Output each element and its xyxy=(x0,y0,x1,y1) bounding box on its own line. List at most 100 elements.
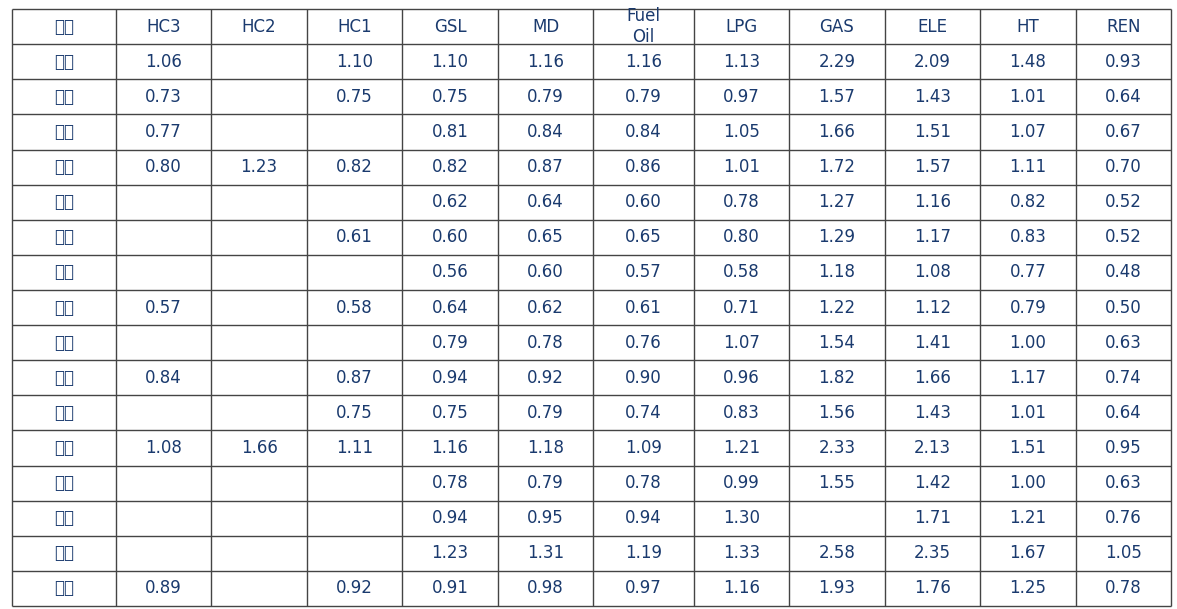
Text: 0.80: 0.80 xyxy=(145,158,182,176)
Text: 0.92: 0.92 xyxy=(337,579,373,597)
Text: ELE: ELE xyxy=(917,18,947,36)
Text: 울산: 울산 xyxy=(54,369,74,387)
Text: MD: MD xyxy=(532,18,559,36)
Text: 1.09: 1.09 xyxy=(625,439,661,457)
Text: 2.35: 2.35 xyxy=(913,544,951,562)
Text: 1.57: 1.57 xyxy=(818,88,856,106)
Text: 0.78: 0.78 xyxy=(625,474,661,492)
Text: 0.79: 0.79 xyxy=(432,334,468,351)
Text: 0.89: 0.89 xyxy=(145,579,182,597)
Text: 0.79: 0.79 xyxy=(527,474,564,492)
Text: 0.84: 0.84 xyxy=(145,369,182,387)
Text: 1.51: 1.51 xyxy=(1010,439,1046,457)
Text: HT: HT xyxy=(1017,18,1039,36)
Text: 0.75: 0.75 xyxy=(432,88,468,106)
Text: 1.23: 1.23 xyxy=(432,544,468,562)
Text: 1.17: 1.17 xyxy=(913,228,951,246)
Text: 0.74: 0.74 xyxy=(625,404,661,422)
Text: 경북: 경북 xyxy=(54,158,74,176)
Text: 1.41: 1.41 xyxy=(913,334,951,351)
Text: 대전: 대전 xyxy=(54,264,74,281)
Text: 1.33: 1.33 xyxy=(723,544,760,562)
Text: 1.66: 1.66 xyxy=(240,439,278,457)
Text: 1.22: 1.22 xyxy=(818,298,856,317)
Text: GAS: GAS xyxy=(819,18,855,36)
Text: 전북: 전북 xyxy=(54,474,74,492)
Text: 1.13: 1.13 xyxy=(723,53,760,71)
Text: 1.16: 1.16 xyxy=(432,439,468,457)
Text: 1.00: 1.00 xyxy=(1010,474,1046,492)
Text: 1.05: 1.05 xyxy=(723,123,760,141)
Text: HC1: HC1 xyxy=(338,18,372,36)
Text: 0.60: 0.60 xyxy=(527,264,564,281)
Text: 0.71: 0.71 xyxy=(723,298,760,317)
Text: 0.81: 0.81 xyxy=(432,123,468,141)
Text: 0.78: 0.78 xyxy=(527,334,564,351)
Text: 1.27: 1.27 xyxy=(818,193,856,211)
Text: 0.79: 0.79 xyxy=(1010,298,1046,317)
Text: 0.58: 0.58 xyxy=(337,298,373,317)
Text: 0.61: 0.61 xyxy=(625,298,661,317)
Text: 0.60: 0.60 xyxy=(625,193,661,211)
Text: 전남: 전남 xyxy=(54,439,74,457)
Text: HC2: HC2 xyxy=(241,18,277,36)
Text: 경남: 경남 xyxy=(54,123,74,141)
Text: 1.66: 1.66 xyxy=(915,369,951,387)
Text: 1.16: 1.16 xyxy=(913,193,951,211)
Text: 0.70: 0.70 xyxy=(1105,158,1142,176)
Text: 0.77: 0.77 xyxy=(145,123,182,141)
Text: 0.92: 0.92 xyxy=(527,369,564,387)
Text: 1.48: 1.48 xyxy=(1010,53,1046,71)
Text: 0.75: 0.75 xyxy=(432,404,468,422)
Text: 1.51: 1.51 xyxy=(913,123,951,141)
Text: 2.29: 2.29 xyxy=(818,53,856,71)
Text: 0.95: 0.95 xyxy=(1105,439,1142,457)
Text: 1.29: 1.29 xyxy=(818,228,856,246)
Text: 0.52: 0.52 xyxy=(1105,228,1142,246)
Text: 1.31: 1.31 xyxy=(527,544,564,562)
Text: 1.07: 1.07 xyxy=(1010,123,1046,141)
Text: 1.42: 1.42 xyxy=(913,474,951,492)
Text: 0.77: 0.77 xyxy=(1010,264,1046,281)
Text: 광주: 광주 xyxy=(54,193,74,211)
Text: 1.19: 1.19 xyxy=(625,544,661,562)
Text: 0.86: 0.86 xyxy=(625,158,661,176)
Text: 1.21: 1.21 xyxy=(723,439,760,457)
Text: 1.05: 1.05 xyxy=(1105,544,1142,562)
Text: 1.17: 1.17 xyxy=(1010,369,1046,387)
Text: 1.07: 1.07 xyxy=(723,334,760,351)
Text: 0.64: 0.64 xyxy=(1105,88,1142,106)
Text: 인천: 인천 xyxy=(54,404,74,422)
Text: 0.63: 0.63 xyxy=(1105,474,1142,492)
Text: 0.62: 0.62 xyxy=(432,193,468,211)
Text: 0.78: 0.78 xyxy=(723,193,760,211)
Text: LPG: LPG xyxy=(725,18,758,36)
Text: 0.64: 0.64 xyxy=(1105,404,1142,422)
Text: 1.67: 1.67 xyxy=(1010,544,1046,562)
Text: 0.80: 0.80 xyxy=(723,228,760,246)
Text: 0.94: 0.94 xyxy=(432,509,468,527)
Text: 0.52: 0.52 xyxy=(1105,193,1142,211)
Text: 1.16: 1.16 xyxy=(625,53,661,71)
Text: 1.56: 1.56 xyxy=(818,404,856,422)
Text: 2.33: 2.33 xyxy=(818,439,856,457)
Text: 0.84: 0.84 xyxy=(625,123,661,141)
Text: 2.09: 2.09 xyxy=(915,53,951,71)
Text: 부산: 부산 xyxy=(54,298,74,317)
Text: 0.75: 0.75 xyxy=(337,404,373,422)
Text: 0.58: 0.58 xyxy=(723,264,760,281)
Text: 0.91: 0.91 xyxy=(432,579,468,597)
Text: 0.75: 0.75 xyxy=(337,88,373,106)
Text: 0.84: 0.84 xyxy=(527,123,564,141)
Text: 1.10: 1.10 xyxy=(337,53,373,71)
Text: 강원: 강원 xyxy=(54,53,74,71)
Text: 0.50: 0.50 xyxy=(1105,298,1142,317)
Text: 1.25: 1.25 xyxy=(1010,579,1046,597)
Text: 1.11: 1.11 xyxy=(1010,158,1046,176)
Text: 1.71: 1.71 xyxy=(913,509,951,527)
Text: 0.79: 0.79 xyxy=(527,404,564,422)
Text: 1.76: 1.76 xyxy=(915,579,951,597)
Text: 지역: 지역 xyxy=(54,18,74,36)
Text: 0.67: 0.67 xyxy=(1105,123,1142,141)
Text: 0.94: 0.94 xyxy=(625,509,661,527)
